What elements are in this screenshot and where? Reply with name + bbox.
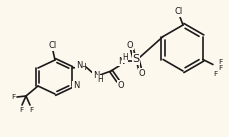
Text: N: N [73, 82, 79, 91]
Text: O: O [138, 68, 145, 78]
Text: F: F [11, 94, 15, 100]
Text: H: H [97, 75, 102, 85]
Text: S: S [132, 54, 139, 64]
Text: F: F [217, 65, 221, 72]
Text: F: F [212, 72, 216, 78]
Text: F: F [19, 107, 23, 113]
Text: N: N [117, 56, 124, 65]
Text: O: O [126, 41, 133, 49]
Text: H: H [80, 62, 85, 72]
Text: Cl: Cl [49, 42, 57, 51]
Text: H: H [122, 54, 127, 62]
Text: Cl: Cl [174, 8, 182, 16]
Text: F: F [217, 59, 221, 65]
Text: N: N [76, 62, 82, 71]
Text: F: F [29, 107, 33, 113]
Text: O: O [117, 81, 124, 89]
Text: N: N [93, 72, 99, 81]
